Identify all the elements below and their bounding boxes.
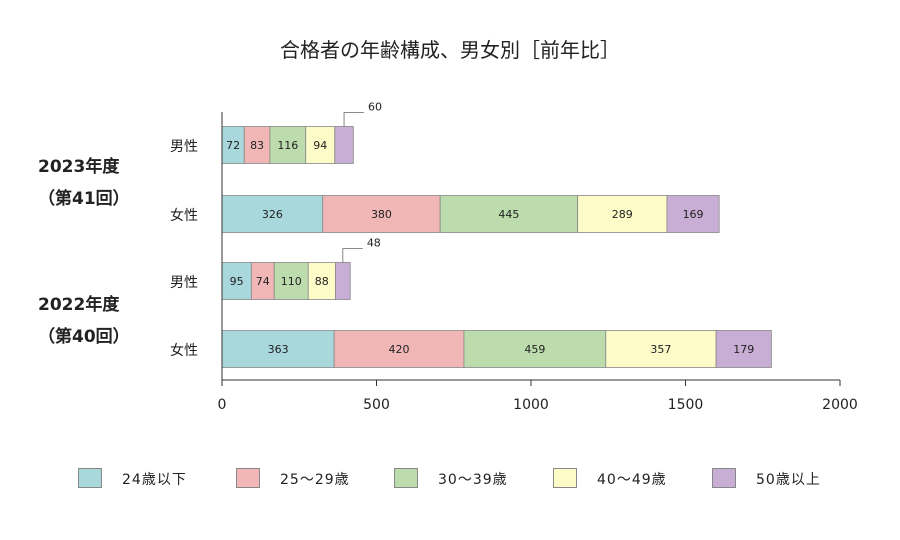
data-label: 95 xyxy=(230,275,244,288)
chart-title: 合格者の年齢構成、男女別［前年比］ xyxy=(280,38,620,62)
bar-segment xyxy=(307,262,336,300)
legend-label: 30〜39歳 xyxy=(438,472,508,488)
legend-swatch xyxy=(78,468,102,488)
category-label: 男性 xyxy=(170,275,198,291)
bar-segment xyxy=(463,330,607,368)
callout-line xyxy=(343,112,365,127)
bar-segment xyxy=(715,330,772,368)
group-label-2022: 2022年度 xyxy=(38,295,120,315)
data-label: 420 xyxy=(389,343,410,356)
x-tick-label: 1000 xyxy=(513,397,549,413)
callout-label: 60 xyxy=(368,101,382,114)
legend-label: 25〜29歳 xyxy=(280,472,350,488)
data-label: 445 xyxy=(498,208,519,221)
bar-segment xyxy=(605,330,717,368)
data-label: 116 xyxy=(277,139,298,152)
legend: 24歳以下 25〜29歳 30〜39歳 40〜49歳 50歳以上 xyxy=(0,468,900,492)
callout-line xyxy=(342,248,363,263)
bar-segment xyxy=(221,330,335,368)
group-sub-2023: （第41回） xyxy=(38,189,130,209)
bar-segment xyxy=(243,126,271,164)
bar-segment xyxy=(577,195,668,233)
legend-swatch xyxy=(236,468,260,488)
x-tick-label: 500 xyxy=(363,397,390,413)
group-sub-2022: （第40回） xyxy=(38,327,130,347)
data-label: 326 xyxy=(262,208,283,221)
data-label: 94 xyxy=(313,139,327,152)
data-label: 380 xyxy=(371,208,392,221)
data-label: 72 xyxy=(226,139,240,152)
data-label: 88 xyxy=(315,275,329,288)
bar-segment xyxy=(269,126,307,164)
x-tick-label: 0 xyxy=(218,397,227,413)
data-label: 110 xyxy=(281,275,302,288)
bar-segment xyxy=(666,195,720,233)
legend-label: 50歳以上 xyxy=(756,472,821,488)
data-label: 459 xyxy=(524,343,545,356)
data-label: 74 xyxy=(256,275,270,288)
legend-swatch xyxy=(553,468,577,488)
bar-segment xyxy=(333,330,465,368)
data-label: 363 xyxy=(268,343,289,356)
group-label-2023: 2023年度 xyxy=(38,157,120,177)
data-label: 357 xyxy=(650,343,671,356)
legend-label: 40〜49歳 xyxy=(597,472,667,488)
data-label: 179 xyxy=(733,343,754,356)
data-label: 169 xyxy=(683,208,704,221)
bar-segment xyxy=(335,262,351,300)
legend-swatch xyxy=(394,468,418,488)
callout-label: 48 xyxy=(367,237,381,250)
category-label: 女性 xyxy=(170,342,198,359)
x-tick-label: 1500 xyxy=(668,397,704,413)
data-label: 83 xyxy=(250,139,264,152)
data-label: 289 xyxy=(612,208,633,221)
legend-swatch xyxy=(712,468,736,488)
x-tick-label: 2000 xyxy=(822,397,858,413)
bar-segment xyxy=(334,126,354,164)
legend-label: 24歳以下 xyxy=(122,472,187,488)
category-label: 男性 xyxy=(170,139,198,155)
category-label: 女性 xyxy=(170,207,198,224)
